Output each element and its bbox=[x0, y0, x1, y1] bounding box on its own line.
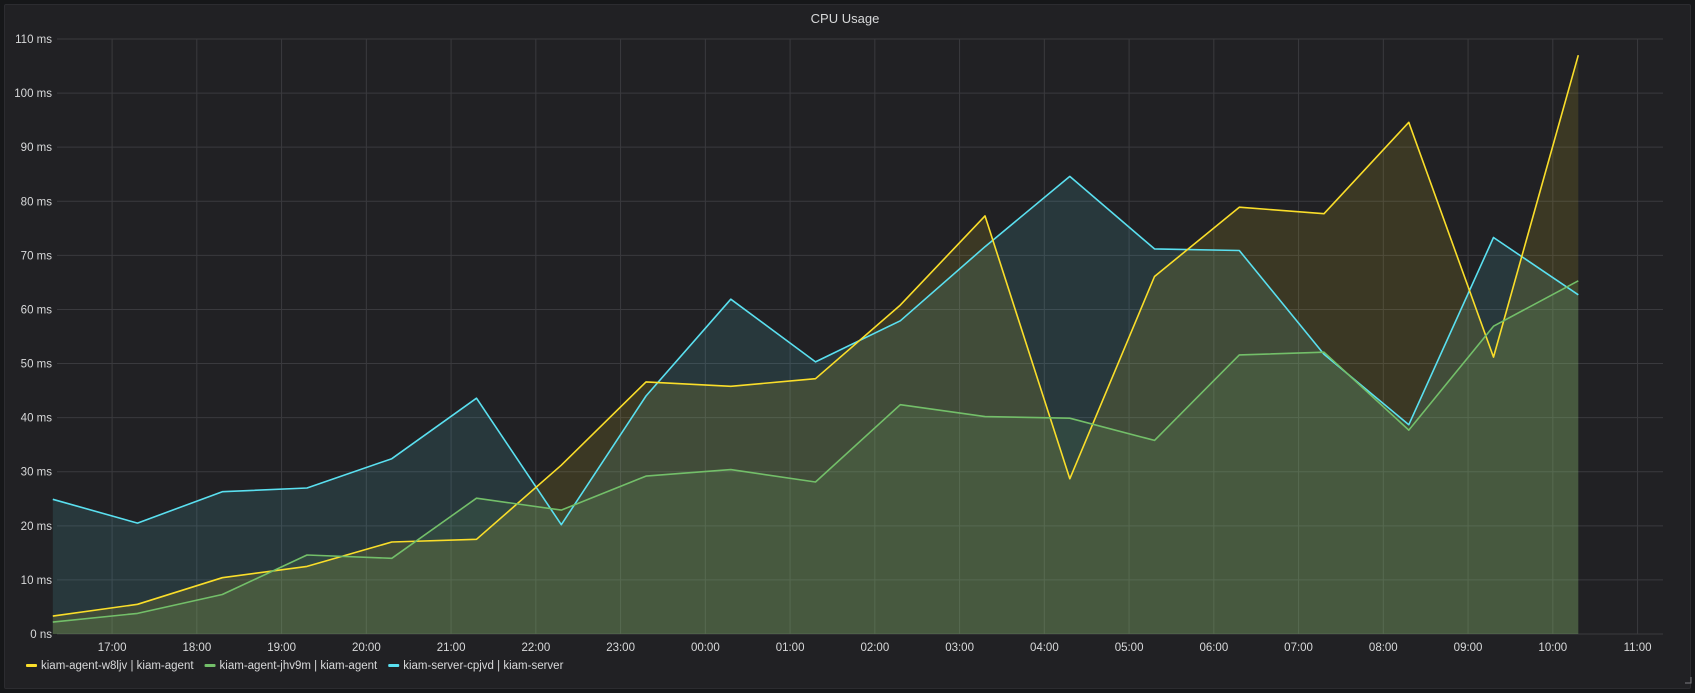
legend-label[interactable]: kiam-server-cpjvd | kiam-server bbox=[403, 660, 563, 672]
legend-item[interactable]: kiam-agent-w8ljv | kiam-agent bbox=[26, 660, 194, 672]
series-line-2[interactable] bbox=[52, 175, 1579, 526]
y-tick-label: 90 ms bbox=[21, 142, 53, 154]
x-tick-label: 02:00 bbox=[860, 642, 889, 654]
x-tick-label: 00:00 bbox=[691, 642, 720, 654]
x-tick-label: 10:00 bbox=[1538, 642, 1567, 654]
series-line-0[interactable] bbox=[52, 54, 1580, 617]
x-tick-label: 17:00 bbox=[98, 642, 127, 654]
series-area-1 bbox=[52, 280, 1579, 634]
panel-title[interactable]: CPU Usage bbox=[811, 11, 880, 26]
y-tick-label: 0 ns bbox=[30, 629, 52, 641]
y-tick-label: 70 ms bbox=[21, 250, 53, 262]
x-tick-label: 21:00 bbox=[437, 642, 466, 654]
x-tick-label: 20:00 bbox=[352, 642, 381, 654]
x-tick-label: 22:00 bbox=[521, 642, 550, 654]
series-area-2 bbox=[52, 176, 1579, 634]
y-tick-label: 100 ms bbox=[14, 88, 52, 100]
legend-swatch bbox=[26, 664, 37, 667]
y-tick-label: 80 ms bbox=[21, 196, 53, 208]
x-tick-label: 04:00 bbox=[1030, 642, 1059, 654]
y-tick-label: 50 ms bbox=[21, 359, 53, 371]
legend-label[interactable]: kiam-agent-jhv9m | kiam-agent bbox=[220, 660, 378, 672]
x-tick-label: 19:00 bbox=[267, 642, 296, 654]
series-area-0 bbox=[52, 55, 1579, 634]
y-tick-label: 40 ms bbox=[21, 413, 53, 425]
grid bbox=[57, 38, 1663, 635]
legend: kiam-agent-w8ljv | kiam-agent kiam-agent-… bbox=[26, 660, 1692, 684]
series-line-1[interactable] bbox=[52, 280, 1579, 623]
x-tick-label: 09:00 bbox=[1454, 642, 1483, 654]
y-axis: 0 ns 10 ms 20 ms 30 ms 40 ms 50 ms 60 ms 70 ms 8… bbox=[14, 34, 52, 641]
y-tick-label: 10 ms bbox=[21, 575, 53, 587]
x-tick-label: 18:00 bbox=[182, 642, 211, 654]
legend-swatch bbox=[204, 664, 216, 667]
x-tick-label: 11:00 bbox=[1624, 642, 1652, 654]
x-tick-label: 05:00 bbox=[1115, 642, 1144, 654]
y-tick-label: 110 ms bbox=[15, 34, 52, 46]
series-lines bbox=[52, 54, 1580, 623]
x-tick-label: 03:00 bbox=[945, 642, 974, 654]
x-axis: 17:00 18:00 19:00 20:00 21:00 22:00 23:00 00:00… bbox=[98, 642, 1652, 654]
legend-item[interactable]: kiam-agent-jhv9m | kiam-agent bbox=[204, 660, 378, 672]
x-tick-label: 01:00 bbox=[776, 642, 805, 654]
legend-swatch bbox=[388, 664, 400, 667]
legend-item[interactable]: kiam-server-cpjvd | kiam-server bbox=[388, 660, 564, 672]
y-tick-label: 60 ms bbox=[21, 304, 53, 316]
x-tick-label: 23:00 bbox=[606, 642, 635, 654]
series-areas bbox=[52, 55, 1579, 634]
y-tick-label: 20 ms bbox=[21, 521, 53, 533]
x-tick-label: 08:00 bbox=[1369, 642, 1398, 654]
y-tick-label: 30 ms bbox=[21, 467, 53, 479]
resize-handle-icon[interactable] bbox=[1685, 677, 1692, 684]
legend-label[interactable]: kiam-agent-w8ljv | kiam-agent bbox=[41, 660, 194, 672]
x-tick-label: 07:00 bbox=[1284, 642, 1313, 654]
x-tick-label: 06:00 bbox=[1199, 642, 1228, 654]
